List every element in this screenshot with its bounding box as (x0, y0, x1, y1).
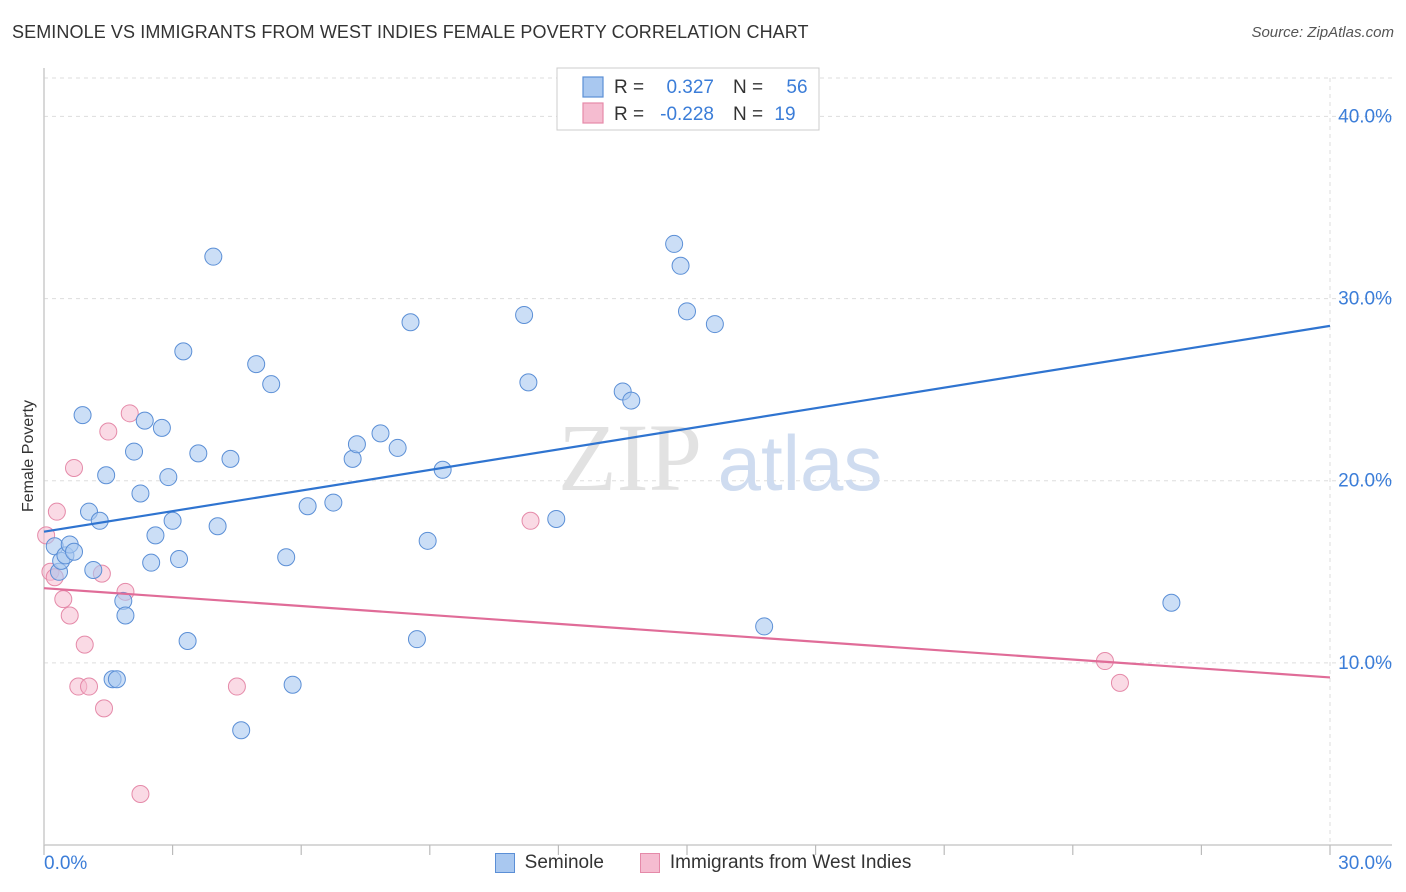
seminole-point (131, 484, 150, 503)
wi-point (521, 511, 540, 530)
seminole-point (232, 721, 251, 740)
legend-n-label-2: N = (733, 104, 763, 125)
legend-n-value-1: 56 (786, 77, 807, 98)
seminole-point (277, 548, 296, 567)
wi-point (47, 502, 66, 521)
legend-n-value-2: 19 (774, 104, 795, 125)
wi-point (120, 404, 139, 423)
seminole-point (665, 234, 684, 253)
seminole-point (401, 313, 420, 332)
series-legend: Seminole Immigrants from West Indies (0, 852, 1406, 874)
wi-point (54, 590, 73, 609)
x-tick-label-min: 0.0% (44, 853, 87, 874)
seminole-point (705, 315, 724, 334)
seminole-point (671, 256, 690, 275)
wi-point (65, 458, 84, 477)
seminole-point (97, 466, 116, 485)
seminole-point (283, 675, 302, 694)
y-tick-label: 30.0% (1338, 289, 1392, 310)
legend-item-wi: Immigrants from West Indies (639, 852, 912, 874)
seminole-point (146, 526, 165, 545)
seminole-trend-line (43, 324, 1331, 533)
seminole-point (407, 630, 426, 649)
y-axis-title: Female Poverty (20, 400, 37, 512)
seminole-point (622, 391, 641, 410)
seminole-point (204, 247, 223, 266)
seminole-point (159, 468, 178, 487)
seminole-point (547, 509, 566, 528)
wi-point (99, 422, 118, 441)
seminole-points (45, 234, 1181, 740)
legend-item-seminole: Seminole (494, 852, 604, 874)
wi-point (75, 635, 94, 654)
legend-r-value-1: 0.327 (666, 77, 714, 98)
seminole-point (125, 442, 144, 461)
y-tick-label: 10.0% (1338, 653, 1392, 674)
seminole-point (755, 617, 774, 636)
stats-legend: R = 0.327 N = 56 R = -0.228 N = 19 (556, 67, 820, 131)
seminole-point (347, 435, 366, 454)
seminole-point (170, 550, 189, 569)
seminole-point (298, 497, 317, 516)
seminole-point (262, 375, 281, 394)
seminole-point (116, 606, 135, 625)
seminole-point (107, 670, 126, 689)
seminole-point (152, 418, 171, 437)
seminole-point (174, 342, 193, 361)
legend-n-label-1: N = (733, 77, 763, 98)
legend-r-label-1: R = (614, 77, 644, 98)
seminole-point (388, 438, 407, 457)
trend-lines (43, 324, 1331, 679)
tick-labels: 0.0% 30.0% 10.0% 20.0% 30.0% 40.0% (44, 106, 1392, 874)
seminole-point (418, 531, 437, 550)
wi-point (131, 785, 150, 803)
seminole-point (65, 542, 84, 561)
seminole-point (135, 411, 154, 430)
source-label: Source: ZipAtlas.com (1251, 24, 1394, 41)
seminole-swatch (494, 853, 515, 873)
wi-swatch (639, 853, 660, 873)
x-tick-label-max: 30.0% (1338, 853, 1392, 874)
seminole-point (163, 511, 182, 530)
wi-trend-line (43, 587, 1331, 679)
legend-swatch-seminole (582, 76, 604, 98)
seminole-point (189, 444, 208, 463)
seminole-point (73, 406, 92, 425)
wi-point (60, 606, 79, 625)
chart-title: SEMINOLE VS IMMIGRANTS FROM WEST INDIES … (12, 22, 809, 42)
y-tick-label: 40.0% (1338, 106, 1392, 127)
legend-swatch-wi (582, 102, 604, 124)
seminole-point (515, 305, 534, 324)
axes (43, 68, 1392, 855)
wi-point (227, 677, 246, 696)
y-tick-label: 20.0% (1338, 471, 1392, 492)
seminole-point (324, 493, 343, 512)
seminole-point (519, 373, 538, 392)
wi-point (80, 677, 99, 696)
seminole-point (178, 632, 197, 650)
wi-point (95, 699, 114, 718)
seminole-point (221, 449, 240, 468)
seminole-point (678, 302, 696, 321)
watermark: ZIP atlas (558, 404, 882, 511)
seminole-point (371, 424, 390, 443)
legend-r-value-2: -0.228 (660, 104, 714, 125)
legend-label-seminole: Seminole (524, 852, 604, 873)
watermark-atlas: atlas (718, 419, 883, 507)
seminole-point (208, 517, 227, 536)
seminole-point (84, 560, 103, 579)
watermark-zip: ZIP (558, 404, 702, 511)
seminole-point (247, 355, 266, 374)
wi-point (1110, 673, 1129, 692)
seminole-point (142, 553, 161, 572)
legend-r-label-2: R = (614, 104, 644, 125)
seminole-point (1162, 593, 1181, 612)
legend-label-wi: Immigrants from West Indies (669, 852, 912, 873)
